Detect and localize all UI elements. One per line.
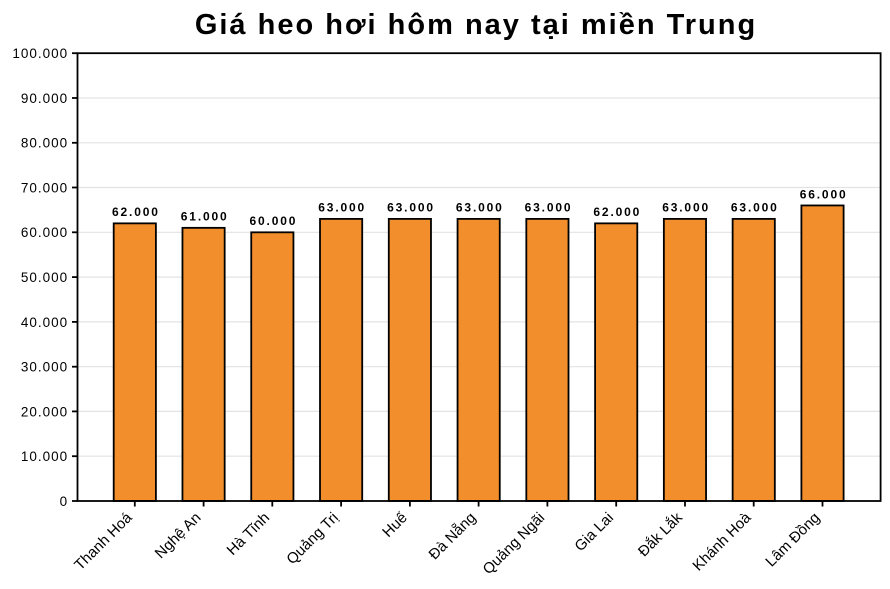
svg-text:80.000: 80.000 [21,136,68,151]
svg-text:50.000: 50.000 [21,270,68,285]
svg-text:40.000: 40.000 [21,315,68,330]
svg-text:90.000: 90.000 [21,91,68,106]
svg-text:0: 0 [60,494,69,509]
svg-text:20.000: 20.000 [21,404,68,419]
svg-text:62.000: 62.000 [112,205,160,219]
svg-text:60.000: 60.000 [249,214,297,228]
svg-text:10.000: 10.000 [21,449,68,464]
svg-text:63.000: 63.000 [318,201,366,215]
svg-text:70.000: 70.000 [21,180,68,195]
svg-text:Giá heo hơi hôm nay tại miền T: Giá heo hơi hôm nay tại miền Trung [195,9,757,41]
svg-text:63.000: 63.000 [731,201,779,215]
svg-text:60.000: 60.000 [21,225,68,240]
svg-text:61.000: 61.000 [181,210,229,224]
svg-text:63.000: 63.000 [662,201,710,215]
svg-text:66.000: 66.000 [800,187,848,201]
svg-text:63.000: 63.000 [387,201,435,215]
svg-text:30.000: 30.000 [21,360,68,375]
svg-text:63.000: 63.000 [525,201,573,215]
svg-text:62.000: 62.000 [593,205,641,219]
svg-text:63.000: 63.000 [456,201,504,215]
svg-text:100.000: 100.000 [12,46,68,61]
